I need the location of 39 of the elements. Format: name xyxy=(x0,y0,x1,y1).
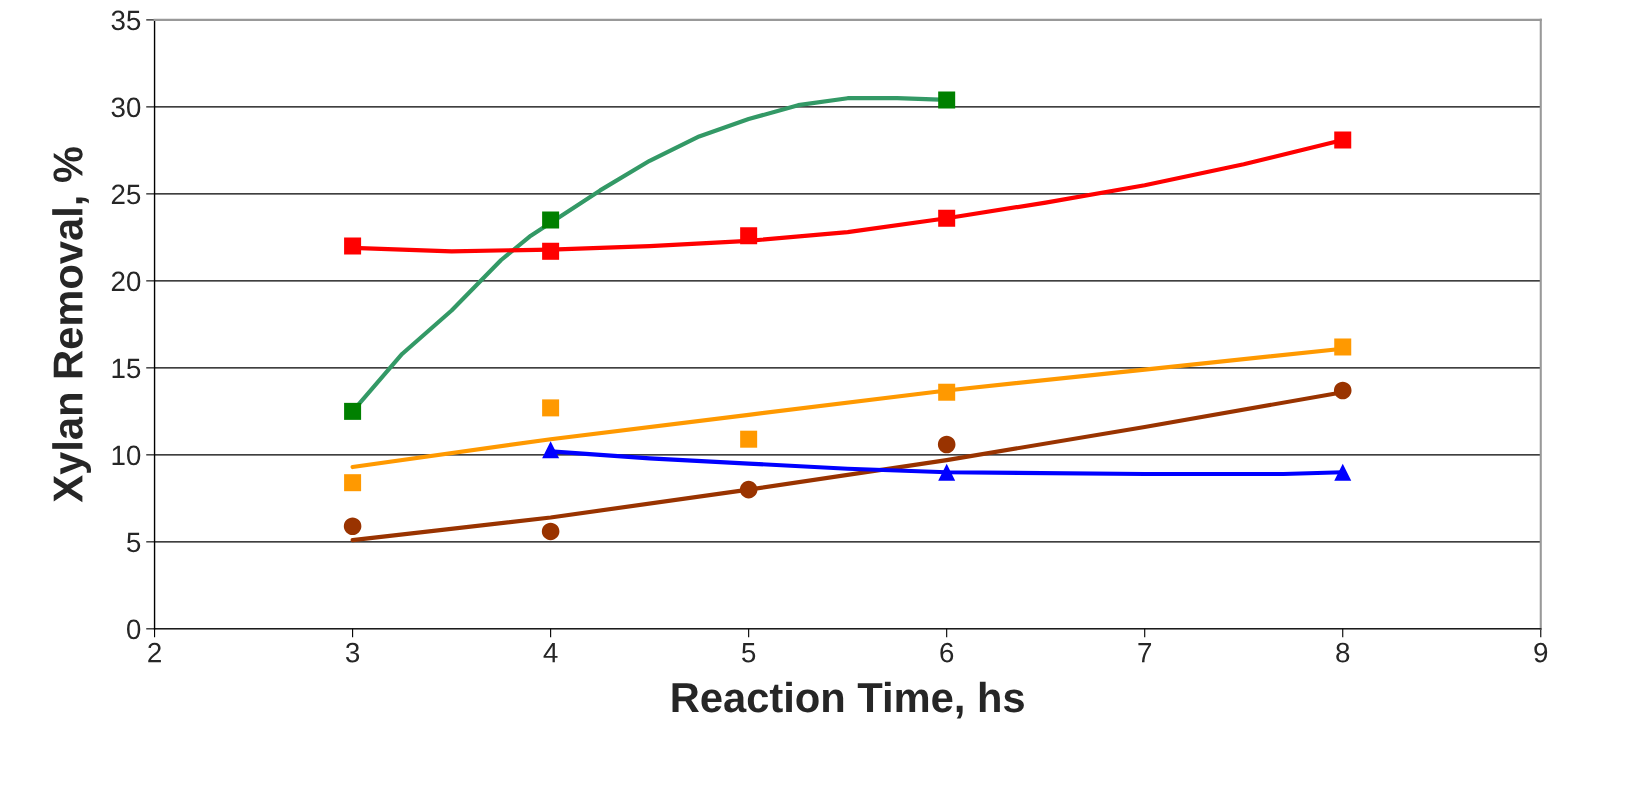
y-tick-label: 0 xyxy=(127,619,141,640)
x-tick-label: 4 xyxy=(543,643,558,663)
x-tick-label: 5 xyxy=(742,643,756,663)
point xyxy=(1334,131,1352,149)
y-tick-label: 25 xyxy=(111,184,141,205)
x-tick-label: 7 xyxy=(1138,643,1152,663)
point xyxy=(1333,381,1352,400)
y-tick-label: 20 xyxy=(111,271,141,292)
x-tick-label: 6 xyxy=(940,642,954,663)
point xyxy=(344,402,362,420)
point xyxy=(938,91,956,109)
x-tick-label: 3 xyxy=(345,642,360,663)
point xyxy=(740,430,758,448)
point xyxy=(542,211,560,229)
point xyxy=(542,441,560,459)
y-axis-title: Xylan Removal, % xyxy=(52,147,92,503)
point xyxy=(938,209,956,227)
point xyxy=(344,474,362,492)
x-tick-label: 8 xyxy=(1336,642,1350,663)
point xyxy=(938,463,956,481)
y-tick-label: 5 xyxy=(127,532,141,553)
point xyxy=(541,522,560,541)
point xyxy=(1334,338,1352,356)
x-tick-label: 2 xyxy=(148,642,161,663)
x-axis-title: Reaction Time, hs xyxy=(672,681,1024,719)
y-tick-label: 35 xyxy=(111,10,141,31)
y-tick-label: 30 xyxy=(111,97,141,118)
point xyxy=(343,517,362,535)
y-tick-label: 15 xyxy=(112,358,141,379)
point xyxy=(542,242,560,260)
x-tick-label: 9 xyxy=(1534,642,1548,663)
point xyxy=(740,227,758,245)
point xyxy=(1334,463,1352,481)
point xyxy=(739,480,758,499)
point xyxy=(344,237,362,255)
point xyxy=(938,383,956,401)
point xyxy=(937,435,956,454)
point xyxy=(542,399,560,417)
y-tick-label: 10 xyxy=(112,445,141,466)
